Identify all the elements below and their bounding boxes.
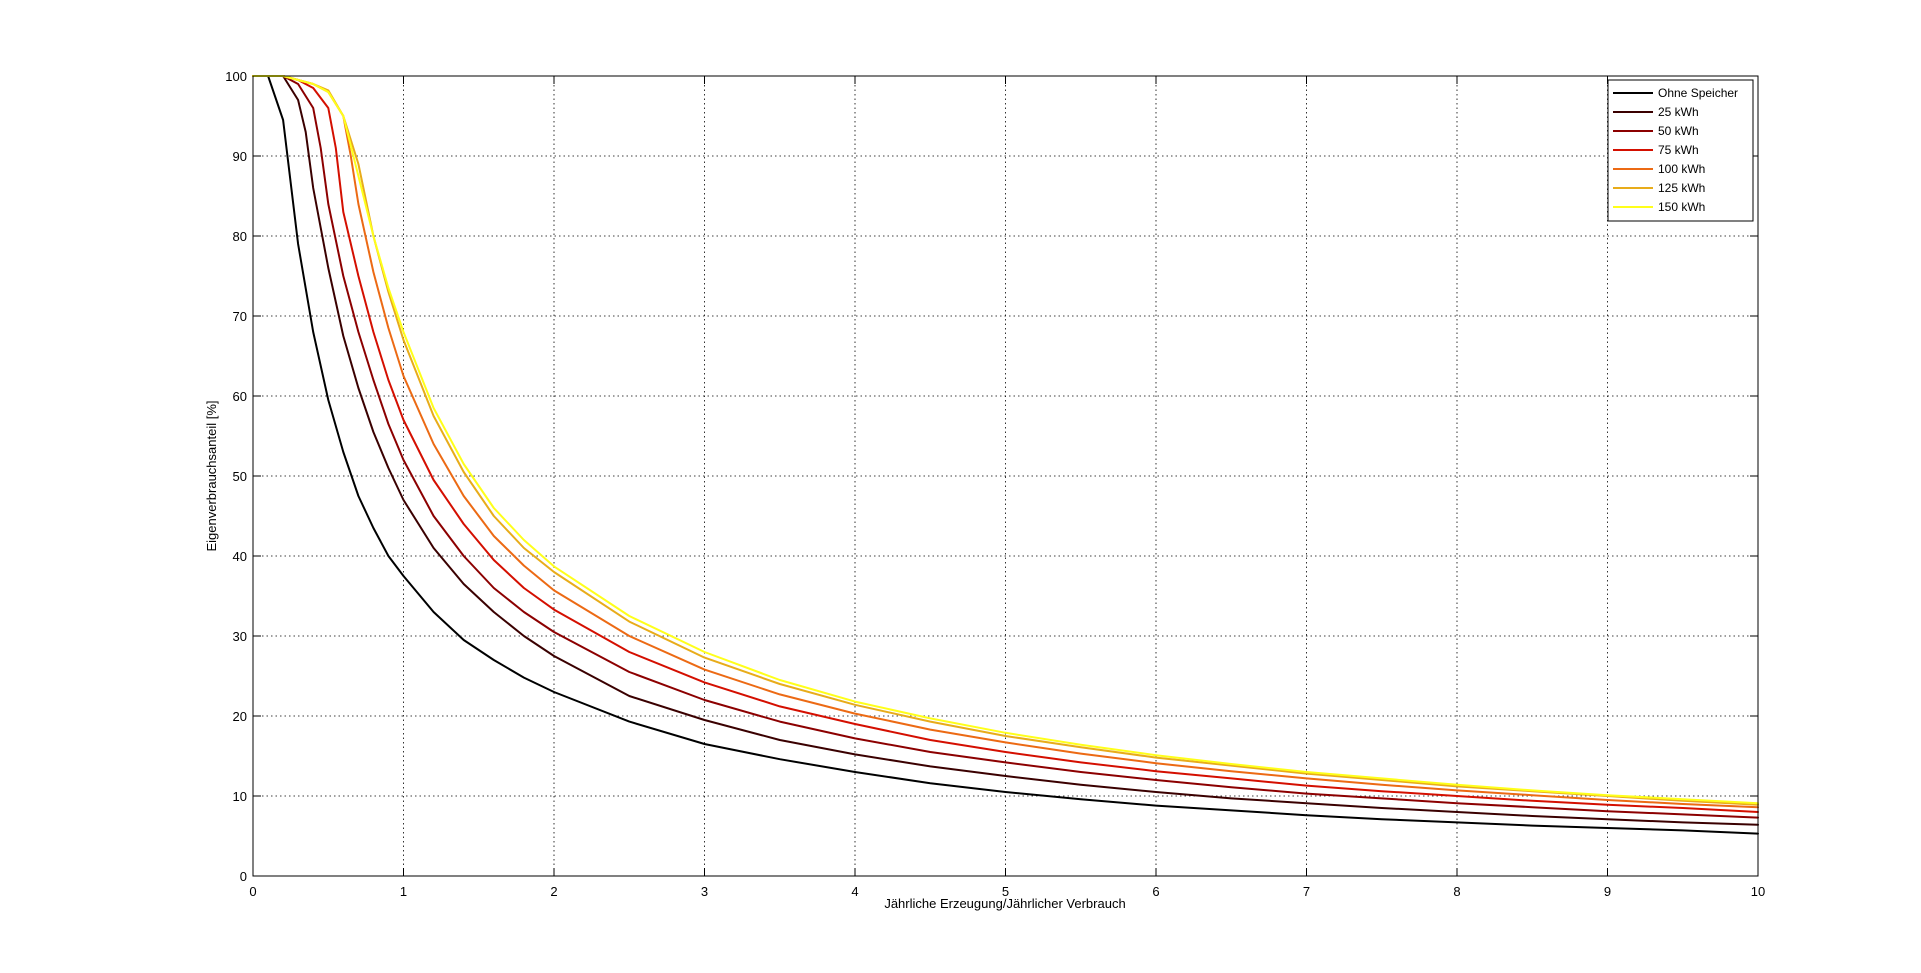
x-tick-label: 0 xyxy=(249,884,256,899)
series-line-4 xyxy=(252,75,1759,813)
x-tick-label: 8 xyxy=(1453,884,1460,899)
x-tick-label: 3 xyxy=(701,884,708,899)
y-tick-label: 90 xyxy=(233,149,247,164)
y-tick-label: 40 xyxy=(233,549,247,564)
series-line-2 xyxy=(252,75,1759,826)
y-tick-label: 0 xyxy=(240,869,247,884)
x-tick-label: 4 xyxy=(851,884,858,899)
series-line-3 xyxy=(252,75,1759,819)
y-tick-label: 70 xyxy=(233,309,247,324)
legend-label: 25 kWh xyxy=(1658,105,1699,119)
legend-label: 150 kWh xyxy=(1658,200,1705,214)
y-tick-label: 30 xyxy=(233,629,247,644)
legend-label: 50 kWh xyxy=(1658,124,1699,138)
series-line-1 xyxy=(252,75,1759,835)
legend-label: 75 kWh xyxy=(1658,143,1699,157)
x-tick-label: 10 xyxy=(1751,884,1765,899)
legend: Ohne Speicher 25 kWh 50 kWh 75 kWh 100 kWh 12… xyxy=(1607,79,1754,222)
y-tick-label: 80 xyxy=(233,229,247,244)
y-axis-label: Eigenverbrauchsanteil [%] xyxy=(204,400,219,551)
x-axis-label: Jährliche Erzeugung/Jährlicher Verbrauch xyxy=(884,896,1125,911)
y-tick-label: 100 xyxy=(225,69,247,84)
x-tick-label: 9 xyxy=(1604,884,1611,899)
y-tick-label: 50 xyxy=(233,469,247,484)
y-tick-label: 10 xyxy=(233,789,247,804)
legend-label: 100 kWh xyxy=(1658,162,1705,176)
legend-label: 125 kWh xyxy=(1658,181,1705,195)
y-tick-label: 20 xyxy=(233,709,247,724)
x-tick-label: 1 xyxy=(400,884,407,899)
series-lines xyxy=(252,75,1759,835)
series-line-7 xyxy=(252,75,1759,805)
x-tick-label: 2 xyxy=(550,884,557,899)
legend-label: Ohne Speicher xyxy=(1658,86,1738,100)
x-tick-label: 5 xyxy=(1002,884,1009,899)
y-tick-label: 60 xyxy=(233,389,247,404)
x-tick-label: 6 xyxy=(1152,884,1159,899)
x-tick-label: 7 xyxy=(1303,884,1310,899)
